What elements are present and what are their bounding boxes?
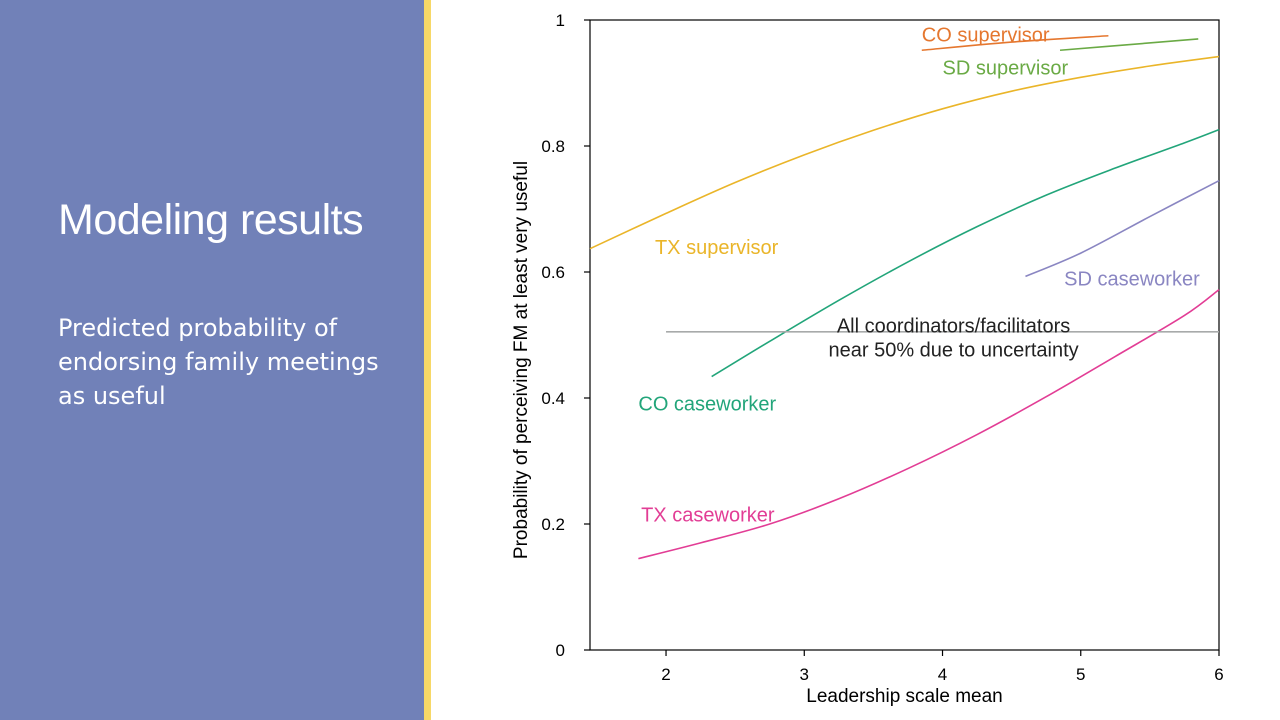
y-axis-label: Probability of perceiving FM at least ve… <box>511 161 532 559</box>
series-line-tx-caseworker <box>638 288 1220 560</box>
x-tick-label: 3 <box>800 665 809 684</box>
series-label-co-supervisor: CO supervisor <box>922 24 1050 46</box>
sidebar-panel <box>0 0 424 720</box>
x-tick-label: 2 <box>661 665 670 684</box>
series-label-sd-supervisor: SD supervisor <box>943 57 1069 79</box>
y-tick-label: 0.2 <box>541 515 565 534</box>
series-label-tx-supervisor: TX supervisor <box>655 237 779 259</box>
y-tick-label: 0 <box>556 641 565 660</box>
slide-subtitle: Predicted probability of endorsing famil… <box>58 314 379 410</box>
series-label-tx-caseworker: TX caseworker <box>641 505 775 527</box>
series-line-sd-caseworker <box>1025 179 1220 278</box>
series-label-sd-caseworker: SD caseworker <box>1064 268 1200 290</box>
x-tick-label: 6 <box>1214 665 1223 684</box>
x-axis-label: Leadership scale mean <box>806 686 1002 707</box>
series-line-co-supervisor <box>921 34 1109 52</box>
y-tick-label: 0.4 <box>541 389 565 408</box>
y-tick-label: 0.6 <box>541 263 565 282</box>
y-tick-label: 1 <box>556 11 565 30</box>
series-label-all-coordinators-facilitators: All coordinators/facilitators <box>837 316 1070 338</box>
x-tick-label: 4 <box>938 665 947 684</box>
series-line-tx-supervisor <box>589 55 1220 250</box>
plot-frame <box>589 19 1220 651</box>
y-tick-label: 0.8 <box>541 137 565 156</box>
slide-title: Modeling results <box>58 196 364 244</box>
accent-stripe <box>424 0 431 720</box>
series-label-co-caseworker: CO caseworker <box>638 394 776 416</box>
series-line-sd-supervisor <box>1059 38 1199 52</box>
x-tick-label: 5 <box>1076 665 1085 684</box>
series-label-near-50-due-to-uncertainty: near 50% due to uncertainty <box>828 339 1078 361</box>
series-line-co-caseworker <box>711 128 1220 378</box>
